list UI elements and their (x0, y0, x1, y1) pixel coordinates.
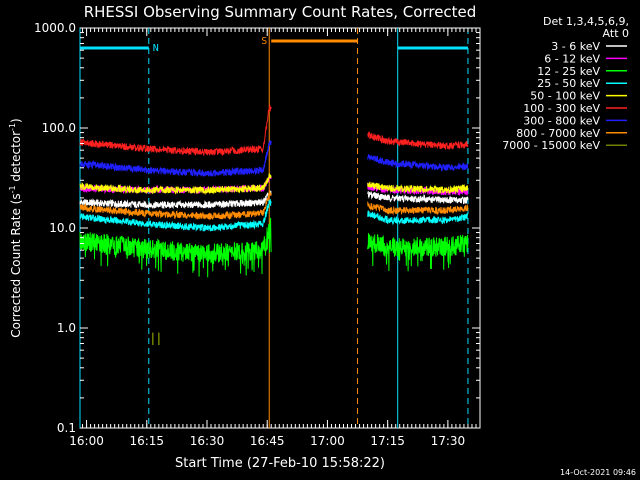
y-axis-label-end: ) (9, 118, 23, 123)
y-axis-label: Corrected Count Rate (s-1 detector-1) (8, 118, 23, 337)
x-axis: 16:00 16:15 16:30 16:45 17:00 17:15 17:30 (69, 28, 477, 448)
x-tick-label: 17:15 (370, 434, 405, 448)
y-axis-label-main: Corrected Count Rate (s (9, 193, 23, 337)
y-tick-label: 0.1 (57, 421, 76, 435)
x-tick-label: 17:30 (431, 434, 466, 448)
legend-entry-label: 7000 - 15000 keV (502, 139, 600, 152)
series-line (79, 199, 469, 232)
x-tick-label: 16:00 (69, 434, 104, 448)
series-line (79, 140, 469, 178)
series-line (79, 173, 469, 196)
series-layer (79, 104, 469, 346)
x-tick-label: 16:45 (250, 434, 285, 448)
legend-entry-label: 50 - 100 keV (530, 90, 600, 103)
y-tick-label: 1000.0 (34, 21, 76, 35)
y-tick-label: 1.0 (57, 321, 76, 335)
x-tick-label: 16:15 (129, 434, 164, 448)
legend-entry-label: 3 - 6 keV (551, 40, 600, 53)
y-tick-label: 100.0 (42, 121, 76, 135)
legend-entry-label: 800 - 7000 keV (516, 127, 600, 140)
legend-header-2: Att 0 (603, 27, 629, 40)
series-line (79, 190, 469, 210)
legend-entry-label: 25 - 50 keV (537, 77, 600, 90)
night-flag-label: N (153, 43, 159, 54)
series-line (79, 104, 469, 157)
chart-title: RHESSI Observing Summary Count Rates, Co… (84, 3, 477, 21)
legend-header-1: Det 1,3,4,5,6,9, (543, 15, 629, 28)
footer-timestamp: 14-Oct-2021 09:46 (560, 468, 636, 477)
x-tick-label: 17:00 (310, 434, 345, 448)
y-axis: 0.1 1.0 10.0 100.0 1000.0 (34, 21, 480, 435)
series-line (79, 190, 469, 220)
y-axis-label-sup1: -1 (8, 185, 17, 193)
x-tick-label: 16:30 (190, 434, 225, 448)
legend-entry-label: 12 - 25 keV (537, 65, 600, 78)
flag-layer: NS (79, 28, 469, 428)
series-line (79, 217, 469, 278)
legend-entry-label: 100 - 300 keV (523, 102, 600, 115)
plot-frame (79, 27, 481, 429)
y-axis-label-sup2: -1 (8, 123, 17, 131)
legend-entry-label: 300 - 800 keV (523, 114, 600, 127)
y-axis-label-mid: detector (9, 131, 23, 186)
x-axis-label: Start Time (27-Feb-10 15:58:22) (175, 456, 385, 471)
saa-flag-label: S (261, 36, 267, 47)
y-tick-label: 10.0 (49, 221, 76, 235)
legend-entry-label: 6 - 12 keV (544, 52, 600, 65)
